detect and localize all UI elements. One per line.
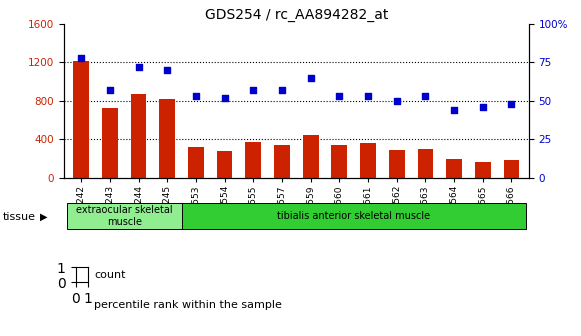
FancyBboxPatch shape	[67, 203, 181, 229]
Text: tibialis anterior skeletal muscle: tibialis anterior skeletal muscle	[277, 211, 431, 221]
FancyBboxPatch shape	[181, 203, 526, 229]
Point	[163, 67, 172, 73]
Bar	[159, 99, 175, 178]
Bar	[274, 145, 290, 178]
Bar	[389, 150, 404, 178]
Bar	[73, 61, 89, 178]
Point	[335, 93, 344, 99]
Text: count: count	[94, 270, 125, 280]
Point	[249, 87, 258, 93]
Point	[277, 87, 286, 93]
Bar	[360, 143, 376, 178]
Point	[220, 95, 229, 100]
Point	[306, 75, 315, 80]
Bar	[188, 147, 204, 178]
Point	[392, 98, 401, 103]
Point	[507, 101, 516, 107]
Bar	[217, 151, 232, 178]
Point	[478, 104, 487, 110]
Title: GDS254 / rc_AA894282_at: GDS254 / rc_AA894282_at	[205, 8, 388, 23]
Bar	[418, 149, 433, 178]
Bar	[102, 108, 118, 178]
Point	[134, 64, 143, 70]
Text: ▶: ▶	[40, 212, 47, 222]
Point	[363, 93, 372, 99]
Bar	[446, 159, 462, 178]
Bar	[331, 145, 347, 178]
Point	[421, 93, 430, 99]
Text: extraocular skeletal
muscle: extraocular skeletal muscle	[76, 205, 173, 227]
Text: tissue: tissue	[3, 212, 36, 222]
Point	[450, 108, 459, 113]
Point	[77, 55, 86, 60]
Bar	[303, 135, 318, 178]
Bar	[504, 160, 519, 178]
Bar	[131, 94, 146, 178]
Bar	[475, 162, 491, 178]
Point	[191, 93, 200, 99]
Text: percentile rank within the sample: percentile rank within the sample	[94, 300, 282, 310]
Point	[105, 87, 114, 93]
Bar	[245, 142, 261, 178]
